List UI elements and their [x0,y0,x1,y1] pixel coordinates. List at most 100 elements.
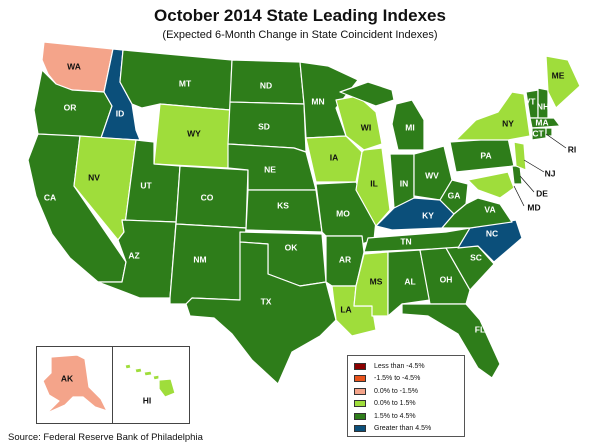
label-GA: OH [440,274,453,284]
state-AK [42,354,108,414]
hawaii-island-3 [143,370,153,377]
state-AL [387,249,431,317]
label-NV: NV [88,172,100,182]
label-MT: MT [179,78,192,88]
label-OR: OR [64,102,77,112]
legend-item-3: 0.0% to 1.5% [354,398,464,409]
hawaii-island-2 [134,367,143,374]
state-MI [391,99,425,151]
state-NJ [513,141,527,171]
legend-label: 0.0% to -1.5% [374,387,418,395]
state-ME [545,55,581,109]
label-IL: IL [370,178,378,188]
label-CT: CT [532,128,544,138]
label-WA: WA [67,61,81,71]
callout-lines [513,133,567,207]
label-AL: AL [404,276,415,286]
legend-item-1: -1.5% to -4.5% [354,373,464,384]
legend-label: 0.0% to 1.5% [374,400,416,407]
state-KS [245,189,323,233]
state-VA [441,197,513,229]
label-MA: MA [535,117,548,127]
state-MD [467,171,515,199]
label-NC: NC [486,228,498,238]
state-MT [119,49,233,111]
hawaii-island-1 [124,363,132,370]
state-FL [401,303,501,379]
legend-swatch [354,400,366,407]
state-MA [529,117,561,129]
hawaii-island-5 [158,378,176,398]
label-HI: HI [143,395,152,405]
label-NE: NE [264,164,276,174]
label-LA: LA [340,304,351,314]
label-MI: MI [405,122,414,132]
label-TX: TX [261,296,272,306]
label-AZ: AZ [128,250,139,260]
state-NM [169,223,247,305]
state-WV [439,179,469,215]
label-NM: NM [193,254,206,264]
label-KY: KY [422,210,434,220]
label-NJ: NJ [545,168,556,178]
label-CO: CO [201,192,214,202]
label-SD: SD [258,121,270,131]
state-RI [545,127,553,137]
legend-item-4: 1.5% to 4.5% [354,411,464,422]
label-DE: DE [536,188,548,198]
legend-swatch [354,362,366,370]
legend-label: -1.5% to -4.5% [374,375,421,382]
label-ME: ME [552,70,565,80]
hawaii-inset: HI [112,346,190,424]
label-TN: TN [400,236,411,246]
state-NY [455,91,531,141]
label-UT: UT [140,180,152,190]
label-WY: WY [187,128,201,138]
label-AK: AK [61,373,74,383]
state-TX [185,241,337,385]
label-WI: WI [361,122,371,132]
state-CT [531,127,547,141]
label-VT: VT [525,96,537,106]
label-MD: MD [527,202,540,212]
state-MN [299,61,359,139]
state-IA [305,135,363,183]
legend-label: 1.5% to 4.5% [374,412,416,420]
state-DE [511,165,523,185]
label-ND: ND [260,80,272,90]
label-MO: MO [336,208,350,218]
legend-swatch [354,412,366,420]
label-KS: KS [277,200,289,210]
legend-label: Greater than 4.5% [374,425,432,432]
state-labels: WA OR CA ID NV MT WY UT AZ CO NM ND SD N… [44,61,576,334]
label-SC: SC [470,252,482,262]
legend: Less than -4.5% -1.5% to -4.5% 0.0% to -… [347,355,465,437]
label-PA: PA [480,150,491,160]
label-ID: ID [116,108,125,118]
label-IA: IA [330,152,339,162]
label-NY: NY [502,118,514,128]
label-WV: GA [448,190,461,200]
legend-label: Less than -4.5% [374,362,425,370]
label-NH: NH [537,101,549,111]
label-CA: CA [44,192,56,202]
state-HI [124,363,176,398]
label-MS: MS [370,276,383,286]
map-title: October 2014 State Leading Indexes [154,6,446,25]
state-MI-upper [339,81,395,107]
label-IN: IN [400,178,409,188]
state-GA [419,247,471,305]
map-subtitle: (Expected 6-Month Change in State Coinci… [162,29,438,41]
label-OH: WV [425,170,439,180]
source-note: Source: Federal Reserve Bank of Philadel… [8,432,203,443]
label-AR: AR [339,254,351,264]
label-VA: VA [484,204,495,214]
label-MN: MN [311,96,324,106]
hawaii-island-4 [152,374,160,381]
legend-swatch [354,375,366,382]
label-OK: OK [285,242,299,252]
legend-swatch [354,425,366,432]
legend-item-0: Less than -4.5% [354,361,464,372]
label-RI: RI [568,144,577,154]
